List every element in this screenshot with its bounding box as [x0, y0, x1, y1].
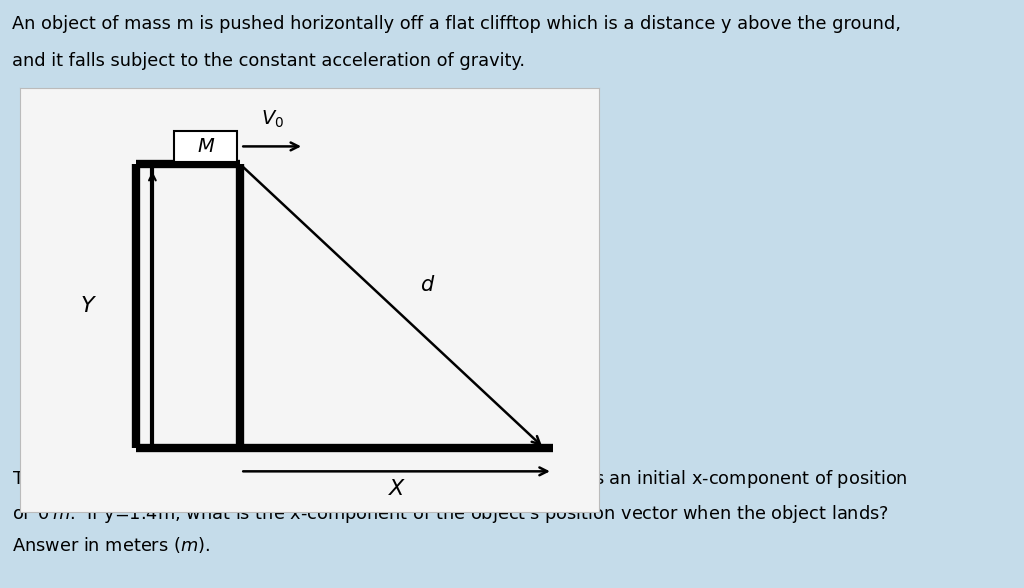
Text: $V_0$: $V_0$	[260, 109, 284, 131]
Text: The object is launched with an initial velocity $\overset{\rightarrow}{V}_0$=14.: The object is launched with an initial v…	[12, 460, 908, 492]
Text: An object of mass m is pushed horizontally off a flat clifftop which is a distan: An object of mass m is pushed horizontal…	[12, 15, 901, 33]
Text: Answer in meters ($m$).: Answer in meters ($m$).	[12, 535, 210, 555]
Bar	[174, 131, 238, 162]
Text: X: X	[389, 479, 404, 499]
Text: and it falls subject to the constant acceleration of gravity.: and it falls subject to the constant acc…	[12, 52, 525, 70]
Text: d: d	[420, 275, 433, 295]
Text: of $\overset{\frown}{0}m$.  If y=1.4m, what is the x-component of the object's p: of $\overset{\frown}{0}m$. If y=1.4m, wh…	[12, 497, 889, 526]
Text: M: M	[198, 137, 214, 156]
Text: Y: Y	[80, 296, 94, 316]
